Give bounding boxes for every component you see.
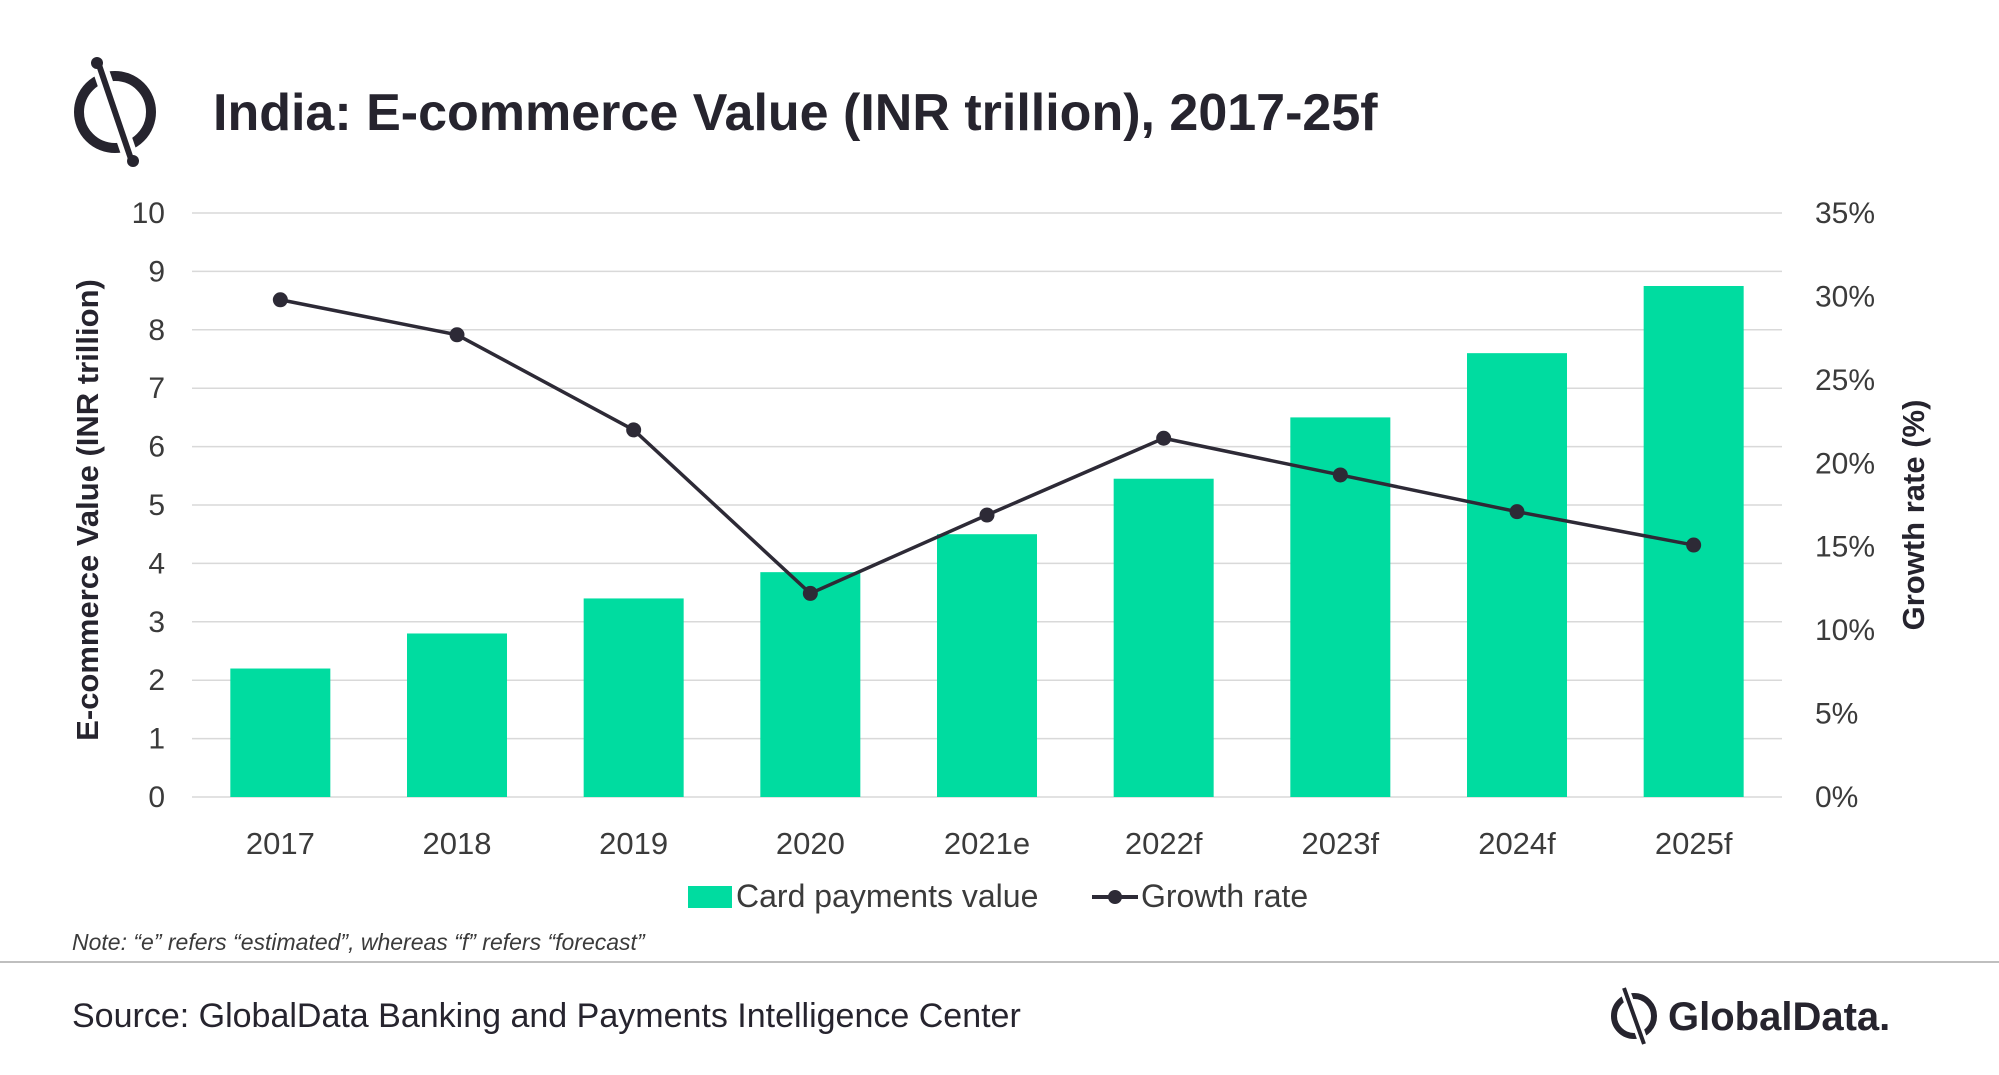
bar-2017 [230,668,331,797]
x-tick-label: 2017 [246,826,315,861]
brand-wordmark: GlobalData. [1668,995,1890,1039]
chart-note: Note: “e” refers “estimated”, whereas “f… [72,929,646,955]
y2-axis-title: Growth rate (%) [1896,400,1931,631]
x-tick-label: 2023f [1302,826,1380,861]
y-tick-label: 3 [148,606,165,639]
legend-label-line: Growth rate [1141,878,1308,914]
x-axis-ticks: 2017 2018 2019 2020 2021e 2022f 2023f 2024f 2025… [246,826,1733,861]
growth-point-2018 [449,327,465,343]
y-tick-label: 10 [132,197,165,230]
growth-point-2017 [272,292,288,308]
y2-tick-label: 20% [1815,447,1875,480]
legend-label-bars: Card payments value [736,878,1038,914]
growth-point-2024f [1509,504,1525,520]
x-tick-label: 2018 [423,826,492,861]
x-tick-label: 2020 [776,826,845,861]
y-tick-label: 0 [148,781,165,814]
bar-2021e [937,534,1037,797]
growth-point-2023f [1332,467,1348,483]
y-tick-label: 9 [148,255,165,288]
y2-tick-label: 5% [1815,698,1858,731]
line-series [272,292,1702,601]
x-tick-label: 2022f [1125,826,1203,861]
y-axis-ticks: 0 1 2 3 4 5 6 7 8 9 10 [132,197,165,814]
legend-bar-swatch [688,886,732,908]
x-tick-label: 2025f [1655,826,1733,861]
y2-tick-label: 0% [1815,781,1858,814]
legend-line-marker [1108,890,1122,904]
growth-point-2025f [1686,537,1702,553]
y2-tick-label: 35% [1815,197,1875,230]
x-tick-label: 2024f [1478,826,1556,861]
growth-point-2020 [802,585,818,601]
brand-logo: GlobalData. [1611,986,1890,1046]
growth-point-2022f [1156,430,1172,446]
source-text: Source: GlobalData Banking and Payments … [72,997,1021,1035]
y2-tick-label: 30% [1815,280,1875,313]
y2-tick-label: 15% [1815,531,1875,564]
y2-tick-label: 25% [1815,364,1875,397]
y2-axis-ticks: 0% 5% 10% 15% 20% 25% 30% 35% [1815,197,1875,814]
growth-point-2021e [979,507,995,523]
growth-point-2019 [626,422,642,438]
y-tick-label: 5 [148,489,165,522]
bar-2019 [583,598,684,797]
bar-series [230,286,1744,797]
globaldata-logo-icon [74,57,156,167]
y-tick-label: 6 [148,431,165,464]
legend: Card payments value Growth rate [688,878,1308,914]
bar-2020 [760,572,861,797]
chart-title: India: E-commerce Value (INR trillion), … [213,84,1378,142]
y-axis-title: E-commerce Value (INR trillion) [70,279,105,741]
y-tick-label: 4 [148,547,165,580]
y-tick-label: 2 [148,664,165,697]
x-tick-label: 2021e [944,826,1030,861]
bar-2018 [407,633,507,797]
y-tick-label: 8 [148,314,165,347]
bar-2022f [1113,478,1214,797]
y-tick-label: 1 [148,723,165,756]
y2-tick-label: 10% [1815,614,1875,647]
brand-logo-icon [1611,986,1657,1046]
y-tick-label: 7 [148,372,165,405]
x-tick-label: 2019 [599,826,668,861]
bar-2024f [1467,353,1567,797]
